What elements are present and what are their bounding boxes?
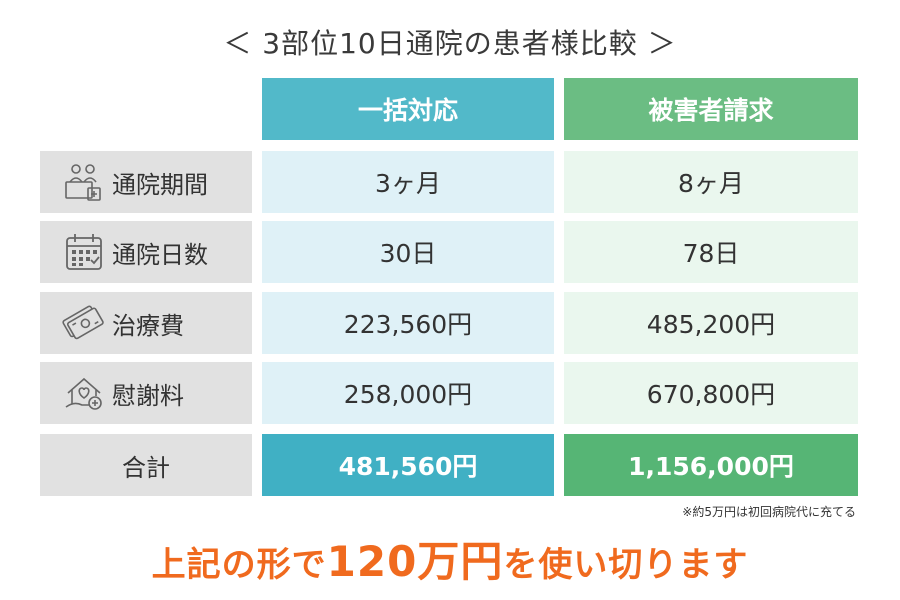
row-label-text: 合計 [122,453,170,482]
value-lump-sum-period: 3ヶ月 [262,151,554,213]
row-label-visit-period: 通院期間 [40,151,252,213]
row-label-visit-days: 通院日数 [40,221,252,283]
row-label-text: 通院日数 [112,240,208,269]
value-victim-claim-consolation: 670,800円 [564,362,858,424]
conclusion-text: 上記の形で120万円を使い切ります [0,528,900,589]
house-heart-icon [65,377,102,410]
column-header-victim-claim: 被害者請求 [564,78,858,140]
value-lump-sum-days: 30日 [262,221,554,283]
footnote: ※約5万円は初回病院代に充てる [682,505,856,519]
total-victim-claim: 1,156,000円 [564,434,858,496]
value-lump-sum-treatment: 223,560円 [262,292,554,354]
row-label-text: 治療費 [112,311,184,340]
value-lump-sum-consolation: 258,000円 [262,362,554,424]
page-title: ＜ 3部位10日通院の患者様比較 ＞ [223,27,677,60]
column-header-lump-sum: 一括対応 [262,78,554,140]
conclusion-amount: 120万円 [326,537,504,586]
value-victim-claim-treatment: 485,200円 [564,292,858,354]
value-victim-claim-period: 8ヶ月 [564,151,858,213]
calendar-icon [66,234,102,270]
value-victim-claim-days: 78日 [564,221,858,283]
conclusion-before: 上記の形で [151,545,327,585]
row-label-consolation-money: 慰謝料 [40,362,252,424]
total-lump-sum: 481,560円 [262,434,554,496]
row-label-treatment-cost: 治療費 [40,292,252,354]
row-label-total: 合計 [40,434,252,496]
conclusion-after: を使い切ります [503,545,749,585]
reception-desk-icon [65,164,101,201]
row-label-text: 慰謝料 [112,381,184,410]
row-label-text: 通院期間 [112,170,208,199]
money-bills-icon [62,305,104,340]
